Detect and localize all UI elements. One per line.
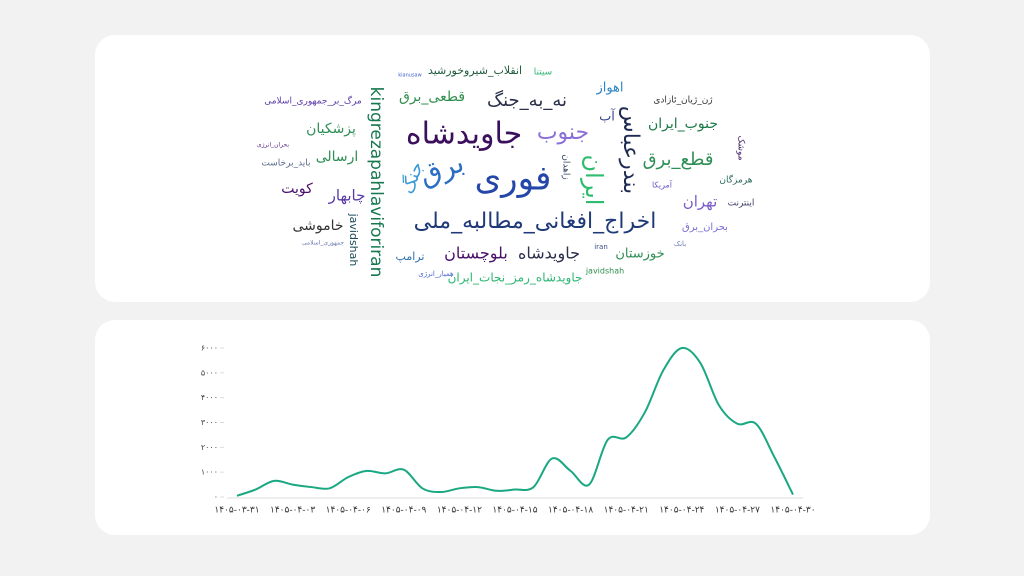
x-tick-label: ۱۴۰۵-۰۴-۲۷ xyxy=(715,506,760,516)
x-tick-label: ۱۴۰۵-۰۴-۰۹ xyxy=(381,506,426,516)
y-tick-label: ۲۰۰۰ xyxy=(201,443,218,452)
word: چابهار xyxy=(328,187,366,205)
y-tick-label: ۴۰۰۰ xyxy=(201,393,218,402)
y-tick-label: ۱۰۰۰ xyxy=(201,468,218,477)
word: اخراج_افغانی_مطالبه_ملی xyxy=(414,209,657,234)
line-series xyxy=(236,346,794,497)
word: هرمزگان xyxy=(719,174,752,186)
word: پزشکیان xyxy=(306,121,356,137)
word: خوزستان xyxy=(615,247,664,262)
word: بانک xyxy=(674,240,686,248)
word: جنوب_ایران xyxy=(648,116,718,132)
x-tick-label: ۱۴۰۵-۰۴-۰۶ xyxy=(326,506,371,516)
word: javidshah xyxy=(347,213,360,267)
word: سیتنا xyxy=(534,68,552,78)
y-tick-label: ۵۰۰۰ xyxy=(201,368,218,377)
word: قطع_برق xyxy=(643,149,714,170)
y-tick-label: ۰ xyxy=(214,493,218,502)
x-tick-label: ۱۴۰۵-۰۳-۳۱ xyxy=(214,506,259,516)
x-tick-label: ۱۴۰۵-۰۴-۱۲ xyxy=(437,506,482,516)
word-cloud-card xyxy=(95,35,930,302)
word: آب xyxy=(599,108,616,125)
word: بحران_انرژی xyxy=(257,142,289,149)
word: جمهوری_اسلامی xyxy=(302,240,344,247)
word: ترامپ xyxy=(396,250,425,263)
word: kingrezapahlaviforiran xyxy=(366,87,386,278)
word: بلوچستان xyxy=(444,244,508,264)
word: جاویدشاه xyxy=(406,117,522,152)
word: جاویدشاه xyxy=(518,244,580,264)
word: موشک xyxy=(736,135,746,160)
y-tick-label: ۶۰۰۰ xyxy=(201,344,218,353)
word: کویت xyxy=(281,181,313,197)
word: بندرعباس xyxy=(618,106,643,194)
word: همیار_انرژی xyxy=(418,270,454,278)
x-tick-label: ۱۴۰۵-۰۴-۰۳ xyxy=(270,506,315,516)
word: تهران xyxy=(683,193,718,211)
word: انقلاب_شیروخورشید xyxy=(428,64,522,77)
word: نه_به_جنگ xyxy=(487,89,567,111)
word: آمریکا xyxy=(652,180,673,190)
word: javidshah xyxy=(585,267,624,276)
x-tick-label: ۱۴۰۵-۰۴-۲۱ xyxy=(604,506,649,516)
word: ارسالی xyxy=(316,149,359,165)
word: قطعی_برق xyxy=(399,89,465,105)
x-tick-label: ۱۴۰۵-۰۴-۲۴ xyxy=(659,506,704,516)
x-tick-label: ۱۴۰۵-۰۴-۱۸ xyxy=(548,506,593,516)
word: جاویدشاه_رمز_نجات_ایران xyxy=(448,271,583,286)
word: kianusaw xyxy=(398,73,421,79)
word: خاموشی xyxy=(292,218,343,234)
word: جنوب xyxy=(537,120,589,145)
word: اینترنت xyxy=(728,199,755,209)
x-tick-label: ۱۴۰۵-۰۴-۳۰ xyxy=(770,506,815,516)
word: iran xyxy=(594,243,608,251)
x-tick-label: ۱۴۰۵-۰۴-۱۵ xyxy=(492,506,537,516)
chart-card xyxy=(95,320,930,535)
word: ژن_ژیان_ئازادی xyxy=(653,96,712,106)
word: اهواز xyxy=(595,81,623,96)
y-tick-label: ۳۰۰۰ xyxy=(201,418,218,427)
word: زاهدان xyxy=(561,154,571,179)
word: ایران xyxy=(580,155,608,206)
word: مرگ_بر_جمهوری_اسلامی xyxy=(264,95,362,107)
word: باید_برخاست xyxy=(261,159,310,169)
word: فوری xyxy=(475,159,552,199)
word: بحران_برق xyxy=(682,222,728,233)
